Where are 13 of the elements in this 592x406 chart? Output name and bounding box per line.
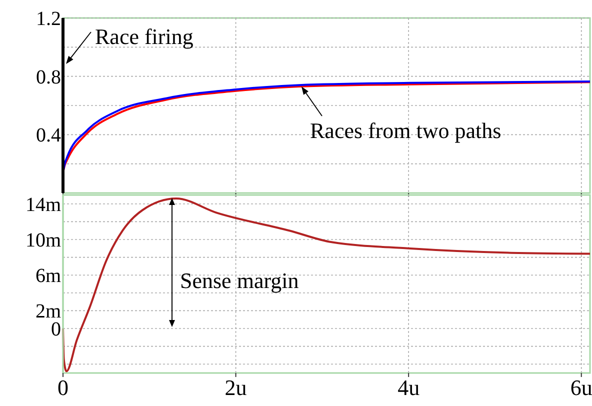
y-tick-label: 14m bbox=[25, 194, 62, 216]
y-tick-label: 6m bbox=[35, 265, 62, 288]
annotation: Races from two paths bbox=[310, 118, 502, 143]
annotation: Sense margin bbox=[180, 268, 299, 293]
x-tick-label: 6u bbox=[570, 375, 592, 400]
annotation: Race firing bbox=[95, 24, 194, 49]
y-tick-label: 0.8 bbox=[36, 66, 61, 88]
x-tick-label: 4u bbox=[398, 375, 420, 400]
line-series bbox=[62, 198, 591, 372]
y-tick-label: 10m bbox=[25, 230, 62, 252]
y-tick-label: 0.4 bbox=[36, 124, 61, 147]
y-tick-label: 1.2 bbox=[36, 8, 61, 30]
x-tick-label: 2u bbox=[224, 375, 247, 400]
